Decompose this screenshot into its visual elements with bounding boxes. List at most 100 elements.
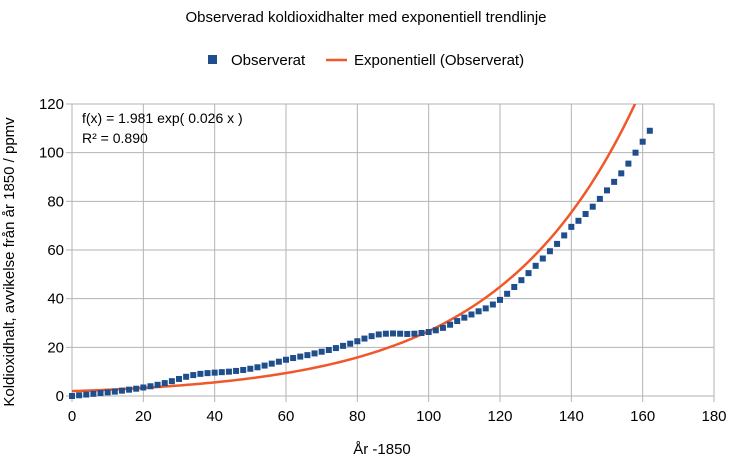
data-point xyxy=(240,366,247,373)
y-tick-label: 20 xyxy=(47,339,64,356)
data-point xyxy=(618,170,625,177)
x-tick-label: 40 xyxy=(206,408,223,425)
data-point xyxy=(83,391,90,398)
x-tick-label: 20 xyxy=(135,408,152,425)
data-point xyxy=(546,248,553,255)
annotation-r-squared: R² = 0.890 xyxy=(82,130,148,146)
data-point xyxy=(318,348,325,355)
data-point xyxy=(368,333,375,340)
data-point xyxy=(596,195,603,202)
data-point xyxy=(97,390,104,397)
chart-title: Observerad koldioxidhalter med exponenti… xyxy=(185,9,546,26)
data-point xyxy=(69,393,75,399)
y-tick-label: 100 xyxy=(39,145,64,162)
y-axis-label: Koldioxidhalt, avvikelse från år 1850 / … xyxy=(1,117,18,407)
legend-marker-observerat xyxy=(208,55,217,64)
x-tick-label: 0 xyxy=(68,408,76,425)
data-point xyxy=(482,305,489,312)
data-point xyxy=(311,350,318,357)
data-point xyxy=(354,338,361,345)
data-point xyxy=(418,329,425,336)
data-point xyxy=(104,389,111,396)
data-point xyxy=(118,387,125,394)
data-point xyxy=(375,331,382,338)
data-point xyxy=(397,330,404,337)
data-point xyxy=(90,390,97,397)
data-point xyxy=(325,347,332,354)
data-point xyxy=(133,385,140,392)
x-tick-label: 60 xyxy=(278,408,295,425)
data-point xyxy=(261,362,268,369)
data-point xyxy=(439,324,446,331)
scatter-points xyxy=(69,127,653,399)
data-point xyxy=(525,270,532,277)
y-tick-label: 80 xyxy=(47,193,64,210)
y-tick-label: 40 xyxy=(47,291,64,308)
data-point xyxy=(468,311,475,318)
data-point xyxy=(140,384,147,391)
data-point xyxy=(646,127,653,134)
data-point xyxy=(204,370,211,377)
data-point xyxy=(126,386,133,393)
data-point xyxy=(147,383,154,390)
data-point xyxy=(611,178,618,185)
data-point xyxy=(225,368,232,375)
data-point xyxy=(168,378,175,385)
legend-label-observerat: Observerat xyxy=(231,52,306,69)
data-point xyxy=(404,330,411,337)
data-point xyxy=(447,321,454,328)
annotation-formula: f(x) = 1.981 exp( 0.026 x ) xyxy=(82,110,243,126)
data-point xyxy=(190,372,197,379)
data-point xyxy=(183,373,190,380)
data-point xyxy=(539,255,546,262)
data-point xyxy=(604,187,610,194)
data-point xyxy=(247,365,254,372)
y-tick-label: 120 xyxy=(39,96,64,113)
data-point xyxy=(275,358,282,365)
data-point xyxy=(589,203,596,210)
data-point xyxy=(575,217,582,224)
plot-frame xyxy=(71,103,715,397)
data-point xyxy=(561,232,568,239)
data-point xyxy=(211,369,218,376)
data-point xyxy=(504,290,511,297)
data-point xyxy=(518,277,525,284)
gridlines xyxy=(71,103,715,397)
data-point xyxy=(475,308,482,315)
x-tick-label: 180 xyxy=(701,408,726,425)
data-point xyxy=(290,355,297,362)
data-point xyxy=(197,370,204,377)
data-point xyxy=(411,330,418,337)
data-point xyxy=(340,342,347,349)
data-point xyxy=(511,283,518,290)
y-tick-label: 0 xyxy=(56,388,64,405)
data-point xyxy=(425,329,432,336)
data-point xyxy=(361,335,368,342)
x-tick-label: 100 xyxy=(416,408,441,425)
data-point xyxy=(554,240,561,247)
legend-label-exponentiell: Exponentiell (Observerat) xyxy=(354,52,524,69)
data-point xyxy=(332,345,339,352)
data-point xyxy=(625,160,632,167)
data-point xyxy=(582,210,589,217)
data-point xyxy=(233,367,240,374)
data-point xyxy=(639,138,646,145)
data-point xyxy=(218,369,225,376)
data-point xyxy=(497,296,503,303)
x-tick-label: 160 xyxy=(630,408,655,425)
data-point xyxy=(489,301,496,308)
data-point xyxy=(632,149,639,156)
data-point xyxy=(268,360,275,367)
trendline-group xyxy=(72,104,637,393)
data-point xyxy=(154,381,161,388)
data-point xyxy=(454,318,461,325)
series-line-exponentiell xyxy=(72,104,637,393)
data-point xyxy=(347,340,354,347)
y-tick-label: 60 xyxy=(47,242,64,259)
data-point xyxy=(390,330,396,337)
annotation-box: f(x) = 1.981 exp( 0.026 x ) R² = 0.890 xyxy=(82,110,243,146)
data-point xyxy=(111,388,118,395)
x-tick-label: 80 xyxy=(349,408,366,425)
data-point xyxy=(568,223,575,230)
